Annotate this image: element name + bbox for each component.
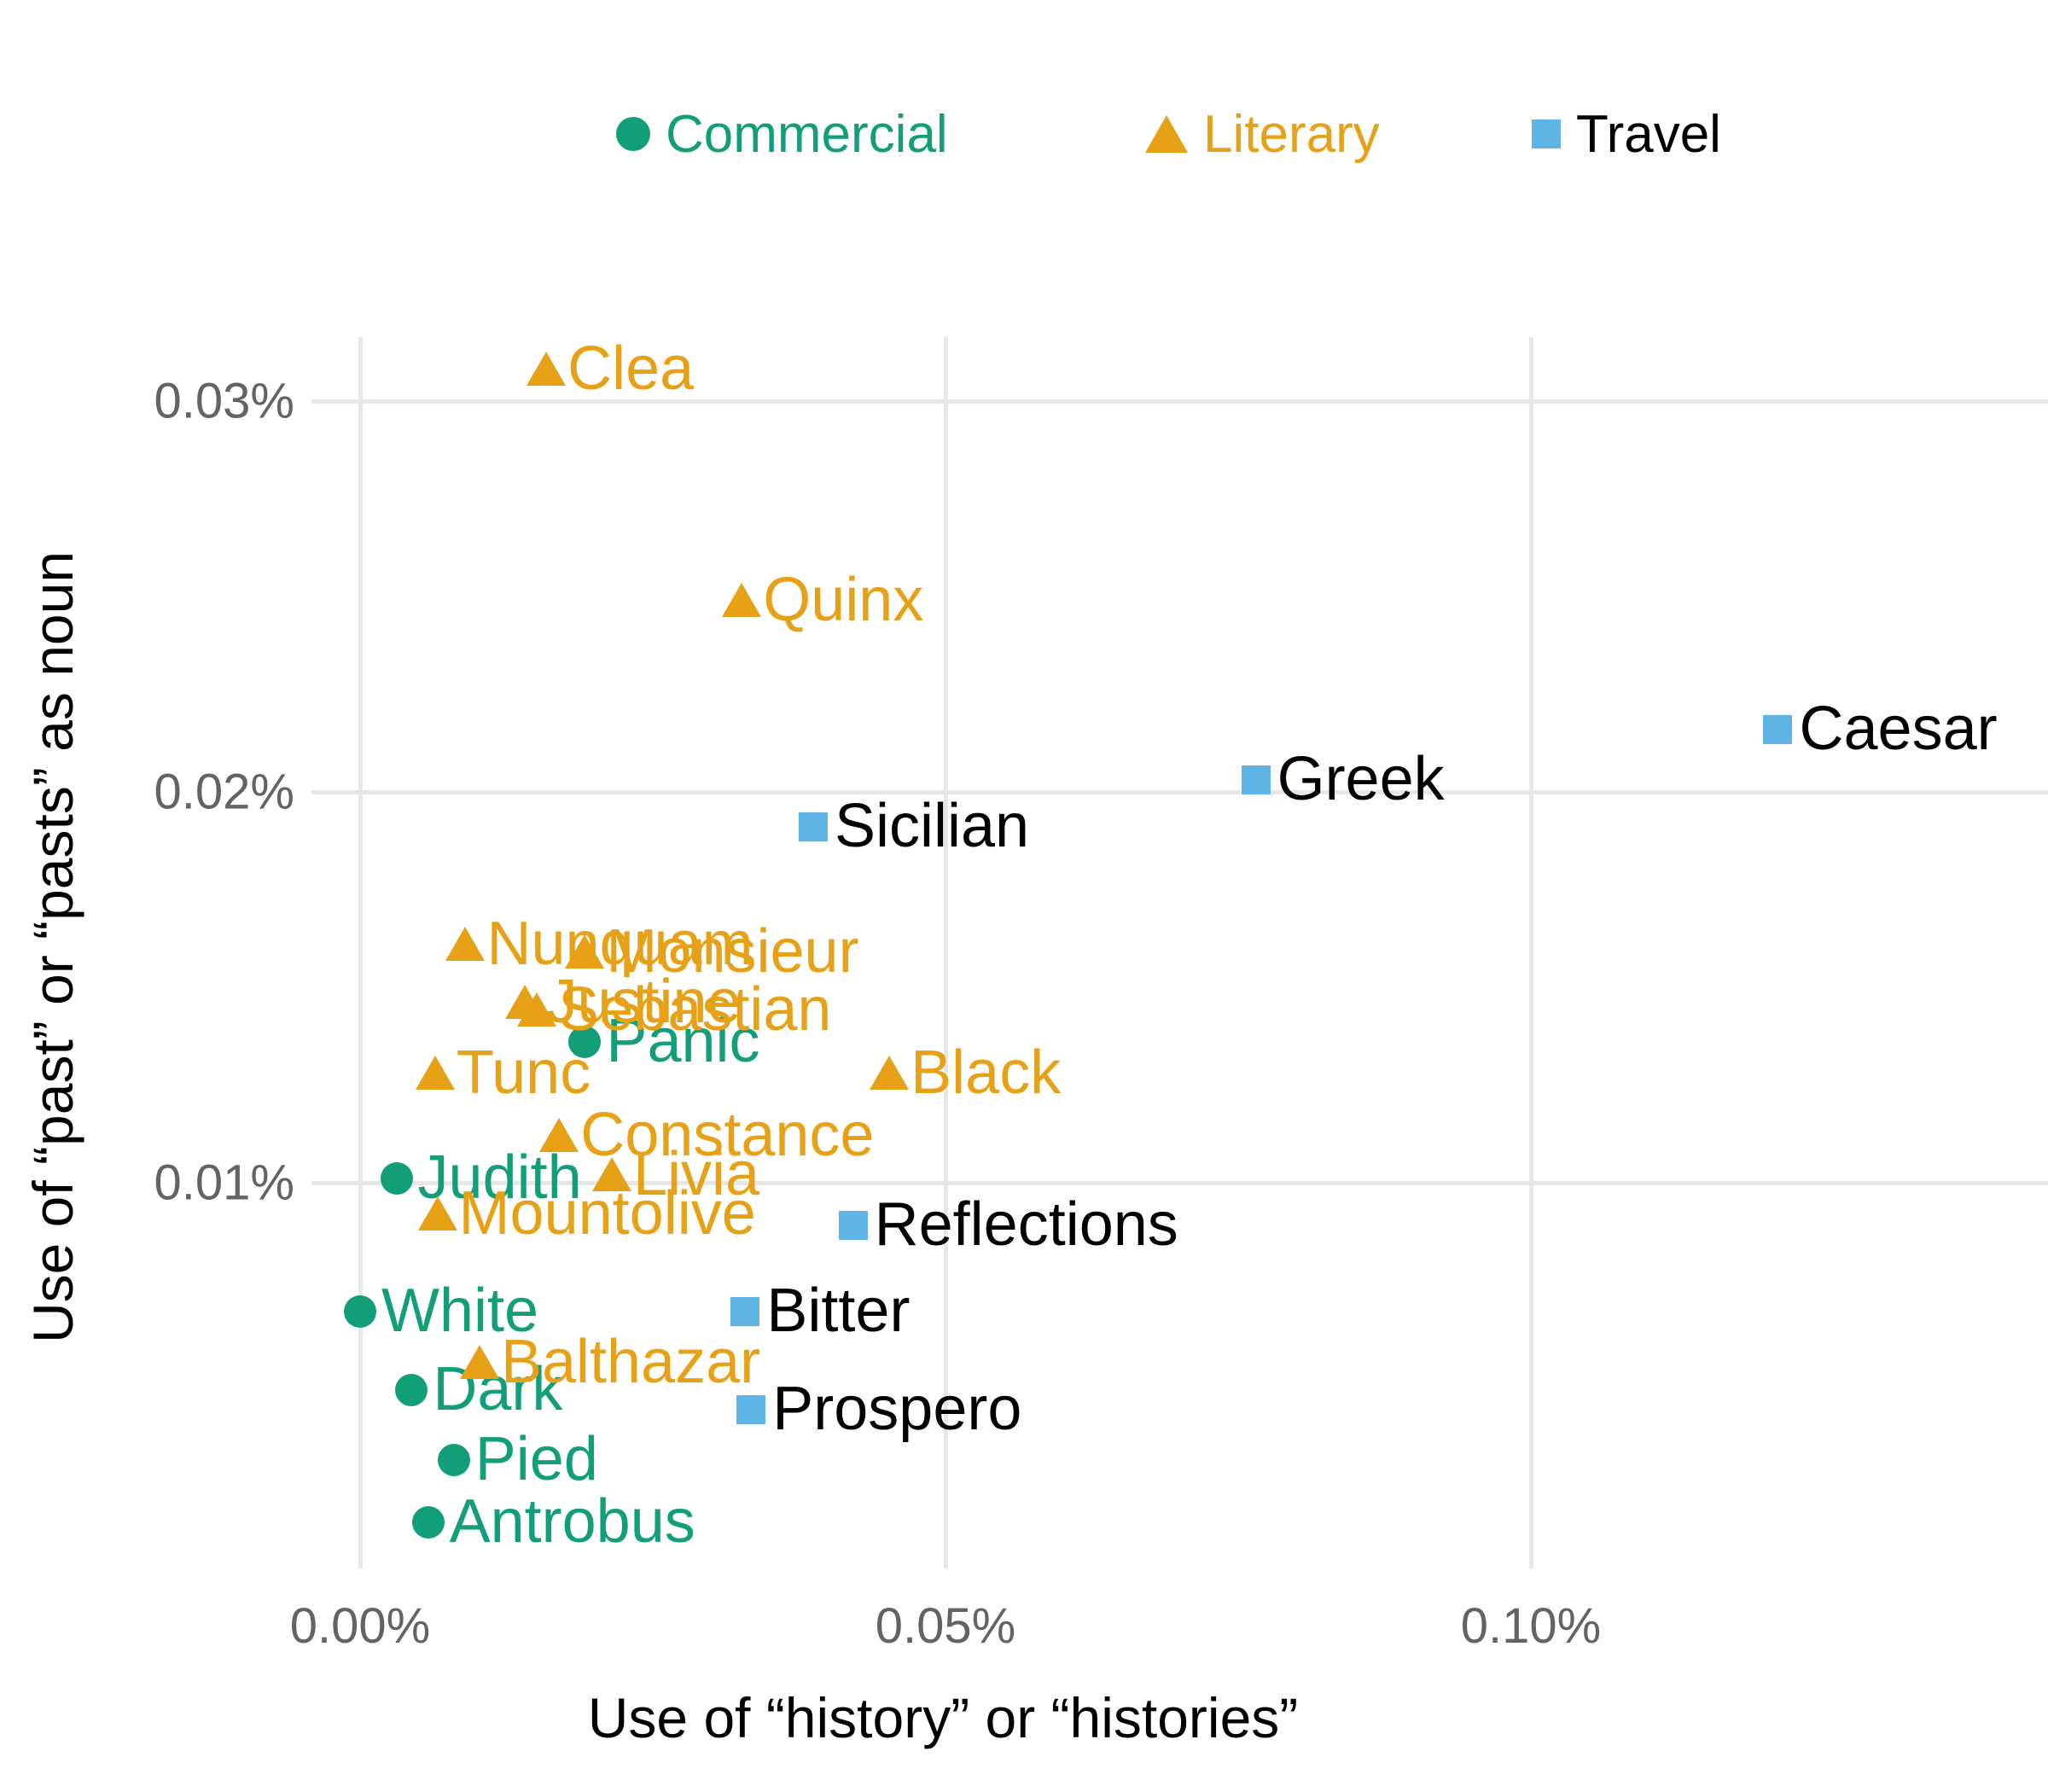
point-triangle-tunc — [415, 1055, 455, 1090]
gridline-x-0.10% — [1529, 337, 1533, 1568]
point-label-tunc: Tunc — [456, 1038, 591, 1107]
literary-triangle-icon — [1145, 115, 1188, 153]
point-triangle-sebastian — [517, 992, 557, 1027]
gridline-x-0.00% — [358, 337, 363, 1568]
point-square-reflections — [838, 1211, 868, 1241]
commercial-circle-icon — [616, 117, 650, 151]
point-label-mountolive: Mountolive — [458, 1178, 756, 1248]
x-tick-0.05%: 0.05% — [875, 1598, 1016, 1654]
legend-item-travel: Travel — [1532, 96, 1721, 172]
x-tick-0.00%: 0.00% — [289, 1598, 431, 1654]
point-label-quinx: Quinx — [763, 565, 924, 634]
point-label-nunquam: Nunquam — [486, 909, 753, 978]
point-label-black: Black — [911, 1038, 1062, 1107]
y-tick-0.01%: 0.01% — [154, 1155, 294, 1211]
point-triangle-black — [870, 1055, 910, 1090]
point-circle-pied — [437, 1444, 470, 1477]
point-label-clea: Clea — [567, 335, 695, 404]
x-axis-title: Use of “history” or “histories” — [587, 1686, 1299, 1749]
gridline-y-0.02% — [311, 790, 2048, 794]
point-label-antrobus: Antrobus — [449, 1487, 695, 1556]
point-triangle-monsieur — [565, 934, 605, 969]
y-axis-title: Use of “past” or “pasts” as noun — [21, 550, 84, 1344]
legend-item-literary: Literary — [1145, 96, 1380, 172]
legend-label-travel: Travel — [1576, 104, 1721, 164]
travel-square-icon — [1532, 119, 1561, 148]
point-triangle-mountolive — [417, 1196, 457, 1231]
gridline-y-0.03% — [311, 399, 2048, 404]
point-label-reflections: Reflections — [874, 1190, 1178, 1260]
point-label-caesar: Caesar — [1799, 694, 1998, 763]
point-square-greek — [1241, 765, 1271, 795]
point-label-prospero: Prospero — [772, 1374, 1022, 1443]
point-triangle-balthazar — [459, 1344, 499, 1379]
point-triangle-clea — [527, 352, 567, 387]
point-circle-dark — [395, 1373, 428, 1406]
point-circle-judith — [380, 1162, 413, 1196]
point-label-balthazar: Balthazar — [500, 1327, 761, 1396]
legend: Commercial Literary Travel — [0, 96, 2048, 172]
point-circle-white — [344, 1295, 376, 1329]
point-triangle-nunquam — [445, 926, 486, 961]
point-square-bitter — [730, 1297, 760, 1327]
y-tick-0.02%: 0.02% — [154, 764, 294, 820]
point-label-white: White — [381, 1277, 539, 1346]
point-label-livia: Livia — [632, 1139, 760, 1208]
point-circle-panic — [568, 1026, 602, 1059]
point-label-pied: Pied — [474, 1425, 598, 1494]
y-tick-0.03%: 0.03% — [154, 373, 294, 429]
gridline-y-0.01% — [311, 1181, 2048, 1185]
legend-item-commercial: Commercial — [616, 96, 948, 172]
x-tick-0.10%: 0.10% — [1460, 1598, 1602, 1654]
point-triangle-constance — [539, 1118, 579, 1153]
point-label-panic: Panic — [606, 1007, 760, 1076]
point-square-prospero — [736, 1394, 766, 1424]
point-label-constance: Constance — [580, 1101, 875, 1170]
legend-label-commercial: Commercial — [666, 104, 948, 164]
point-label-monsieur: Monsieur — [606, 916, 859, 986]
point-label-justine: Justine — [546, 968, 742, 1037]
point-label-sebastian: Sebastian — [558, 975, 832, 1044]
legend-label-literary: Literary — [1203, 104, 1380, 164]
point-triangle-quinx — [722, 582, 762, 617]
point-square-sicilian — [798, 812, 828, 842]
point-label-greek: Greek — [1277, 745, 1445, 814]
point-label-sicilian: Sicilian — [834, 792, 1030, 861]
gridline-x-0.05% — [944, 337, 948, 1568]
point-triangle-livia — [591, 1156, 631, 1191]
point-circle-antrobus — [411, 1506, 445, 1539]
point-square-caesar — [1763, 714, 1793, 744]
point-label-bitter: Bitter — [766, 1277, 911, 1346]
